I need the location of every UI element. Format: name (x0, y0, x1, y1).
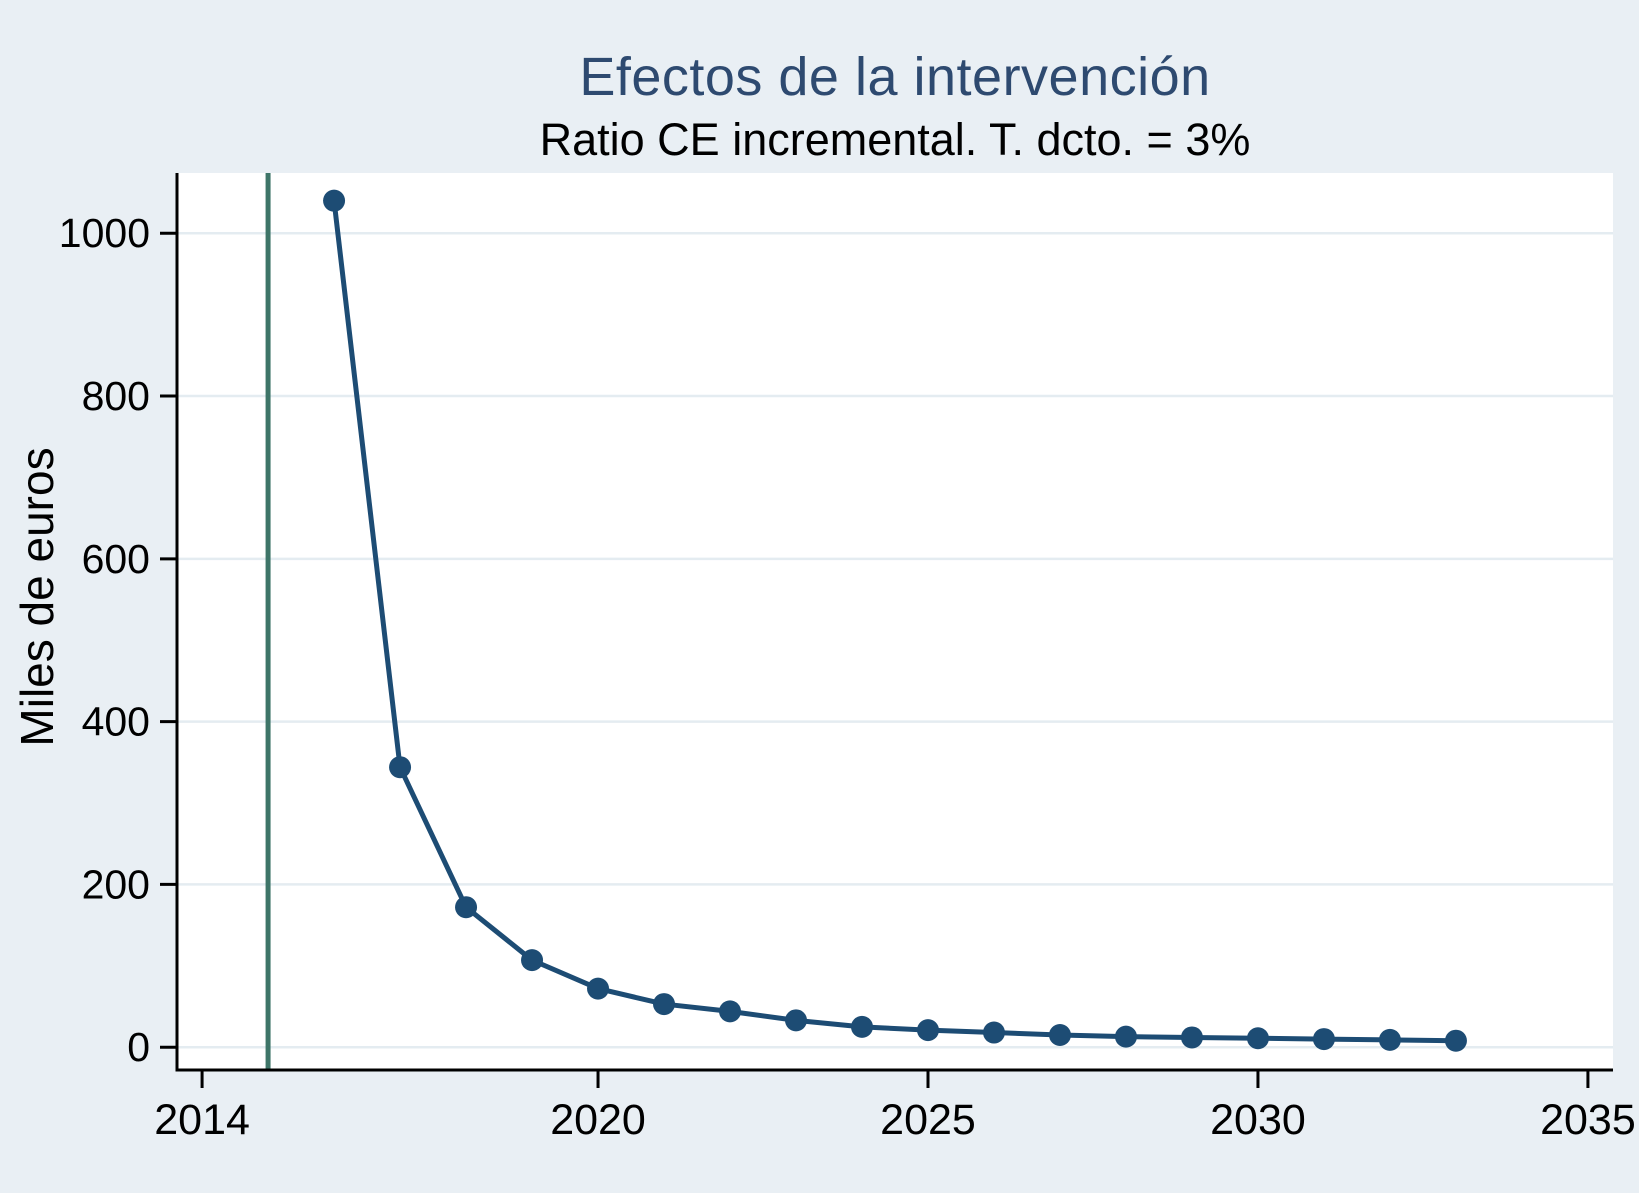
y-tick-label: 400 (82, 699, 150, 745)
chart-subtitle: Ratio CE incremental. T. dcto. = 3% (539, 114, 1251, 165)
data-point (1048, 1023, 1071, 1046)
plot-area (177, 173, 1613, 1070)
data-point (1114, 1025, 1137, 1048)
x-tick-label: 2014 (154, 1096, 250, 1144)
chart-title: Efectos de la intervención (579, 47, 1211, 107)
data-point (1180, 1026, 1203, 1049)
data-point (323, 189, 346, 212)
data-point (785, 1009, 808, 1032)
data-point (1246, 1027, 1269, 1050)
y-tick-label: 200 (82, 861, 150, 907)
data-point (1378, 1028, 1401, 1051)
y-tick-label: 1000 (59, 210, 150, 256)
x-tick-label: 2035 (1540, 1096, 1636, 1144)
data-point (719, 1000, 742, 1023)
data-point (653, 993, 676, 1016)
x-tick-label: 2025 (880, 1096, 976, 1144)
data-point (851, 1015, 874, 1038)
y-tick-label: 0 (127, 1024, 150, 1070)
data-point (587, 977, 610, 1000)
data-point (389, 756, 412, 779)
data-point (455, 896, 478, 919)
data-point (982, 1021, 1005, 1044)
x-tick-label: 2030 (1210, 1096, 1306, 1144)
x-tick-label: 2020 (550, 1096, 646, 1144)
y-tick-label: 800 (82, 373, 150, 419)
y-axis-label: Miles de euros (11, 447, 63, 747)
data-point (1312, 1028, 1335, 1051)
data-point (521, 949, 544, 972)
data-point (916, 1019, 939, 1042)
data-point (1444, 1029, 1467, 1052)
y-tick-label: 600 (82, 536, 150, 582)
